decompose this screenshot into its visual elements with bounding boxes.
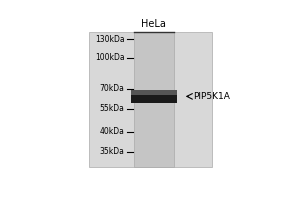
Bar xyxy=(89,32,212,167)
Bar xyxy=(134,32,173,167)
Text: PIP5K1A: PIP5K1A xyxy=(193,92,230,101)
Text: HeLa: HeLa xyxy=(141,19,166,29)
Text: 35kDa: 35kDa xyxy=(100,147,125,156)
Bar xyxy=(130,90,177,95)
Text: 130kDa: 130kDa xyxy=(95,35,125,44)
Bar xyxy=(130,90,177,103)
Text: 40kDa: 40kDa xyxy=(100,127,125,136)
Text: 100kDa: 100kDa xyxy=(95,53,125,62)
Text: 55kDa: 55kDa xyxy=(100,104,125,113)
Text: 70kDa: 70kDa xyxy=(100,84,125,93)
